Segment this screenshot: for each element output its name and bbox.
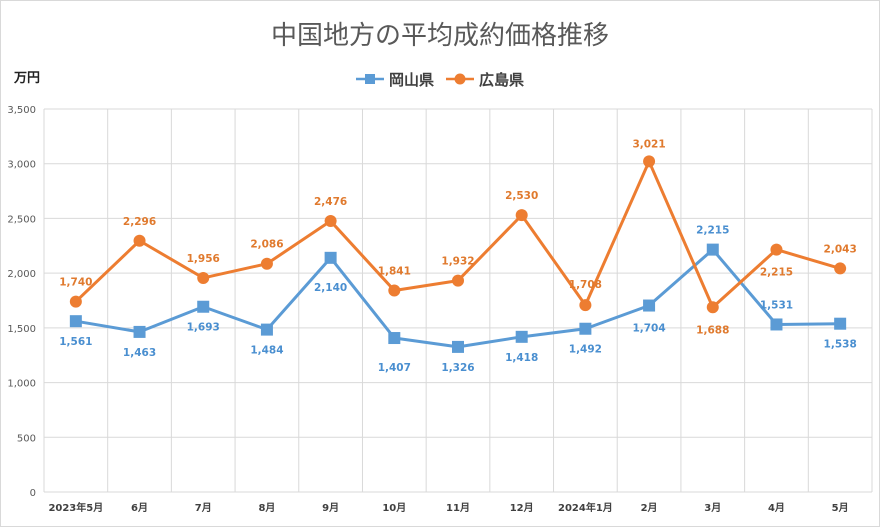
x-tick-label: 8月 <box>258 502 275 514</box>
y-tick-label: 2,000 <box>7 269 36 280</box>
data-point-okayama <box>706 243 719 256</box>
data-point-hiroshima <box>706 301 719 314</box>
data-point-hiroshima <box>579 299 592 312</box>
data-label-hiroshima: 1,688 <box>696 324 729 336</box>
y-tick-label: 2,500 <box>7 214 36 225</box>
data-label-hiroshima: 2,530 <box>505 190 538 202</box>
data-point-hiroshima <box>69 295 82 308</box>
x-tick-label: 3月 <box>704 502 721 514</box>
data-label-hiroshima: 3,021 <box>632 138 665 150</box>
data-point-hiroshima <box>133 234 146 247</box>
x-tick-label: 2023年5月 <box>48 501 103 514</box>
x-tick-label: 4月 <box>768 502 785 514</box>
legend: 岡山県 広島県 <box>356 71 524 89</box>
data-point-okayama <box>197 300 210 313</box>
data-label-hiroshima: 1,740 <box>59 277 92 289</box>
data-label-hiroshima: 2,215 <box>760 267 793 279</box>
data-label-okayama: 1,418 <box>505 352 538 364</box>
data-point-okayama <box>579 322 592 335</box>
y-tick-label: 1,000 <box>7 379 36 390</box>
data-point-hiroshima <box>197 271 210 284</box>
data-label-hiroshima: 1,956 <box>187 253 220 265</box>
y-tick-label: 3,000 <box>7 160 36 171</box>
data-point-hiroshima <box>260 257 273 270</box>
legend-label-okayama: 岡山県 <box>389 71 434 89</box>
data-label-okayama: 1,531 <box>760 299 793 311</box>
data-point-okayama <box>133 325 146 338</box>
data-point-hiroshima <box>452 274 464 287</box>
data-point-okayama <box>515 330 528 343</box>
data-label-hiroshima: 1,932 <box>441 256 474 268</box>
data-label-hiroshima: 1,708 <box>569 279 602 291</box>
chart-title: 中国地方の平均成約価格推移 <box>271 21 609 51</box>
x-tick-label: 6月 <box>131 502 148 514</box>
data-label-okayama: 1,538 <box>824 339 857 351</box>
data-point-okayama <box>452 340 464 353</box>
legend-marker-okayama <box>365 74 375 84</box>
x-tick-label: 11月 <box>446 502 470 514</box>
data-label-okayama: 1,492 <box>569 344 602 356</box>
data-label-okayama: 2,215 <box>696 225 729 237</box>
data-label-okayama: 1,326 <box>441 362 474 374</box>
y-tick-label: 0 <box>30 488 36 499</box>
data-point-okayama <box>388 332 401 345</box>
y-tick-label: 3,500 <box>7 105 36 116</box>
data-label-okayama: 1,561 <box>59 336 92 348</box>
data-point-hiroshima <box>643 155 656 168</box>
y-tick-label: 500 <box>17 433 36 444</box>
plot-area: 0 500 1,000 1,500 2,000 2,500 3,000 3,500 2023年5… <box>7 105 873 514</box>
x-tick-label: 2024年1月 <box>558 501 613 514</box>
data-label-okayama: 2,140 <box>314 282 347 294</box>
data-label-okayama: 1,463 <box>123 347 156 359</box>
data-point-hiroshima <box>324 215 337 228</box>
y-axis-unit-label: 万円 <box>13 71 40 86</box>
data-point-okayama <box>834 317 847 330</box>
legend-item-hiroshima: 広島県 <box>446 71 524 89</box>
data-point-okayama <box>770 318 783 331</box>
data-label-hiroshima: 2,476 <box>314 196 347 208</box>
y-tick-label: 1,500 <box>7 324 36 335</box>
data-point-hiroshima <box>388 284 401 297</box>
data-label-hiroshima: 1,841 <box>378 266 411 278</box>
data-point-okayama <box>260 323 273 336</box>
data-point-okayama <box>643 299 656 312</box>
data-point-hiroshima <box>515 209 528 222</box>
x-tick-label: 10月 <box>382 502 406 514</box>
x-tick-label: 5月 <box>832 502 849 514</box>
data-point-hiroshima <box>834 262 847 275</box>
data-label-okayama: 1,704 <box>632 323 665 335</box>
data-label-okayama: 1,693 <box>187 322 220 334</box>
legend-item-okayama: 岡山県 <box>356 71 434 89</box>
x-tick-label: 7月 <box>195 502 212 514</box>
legend-marker-hiroshima <box>454 73 466 85</box>
data-point-okayama <box>69 315 82 328</box>
data-label-hiroshima: 2,296 <box>123 216 156 228</box>
data-point-hiroshima <box>770 243 783 256</box>
data-label-hiroshima: 2,086 <box>250 239 283 251</box>
data-point-okayama <box>324 251 337 264</box>
data-label-okayama: 1,484 <box>250 345 283 357</box>
x-tick-label: 12月 <box>510 502 534 514</box>
data-label-hiroshima: 2,043 <box>824 243 857 255</box>
data-label-okayama: 1,407 <box>378 362 411 374</box>
legend-label-hiroshima: 広島県 <box>479 71 524 89</box>
x-tick-label: 2月 <box>641 502 658 514</box>
x-tick-label: 9月 <box>322 502 339 514</box>
